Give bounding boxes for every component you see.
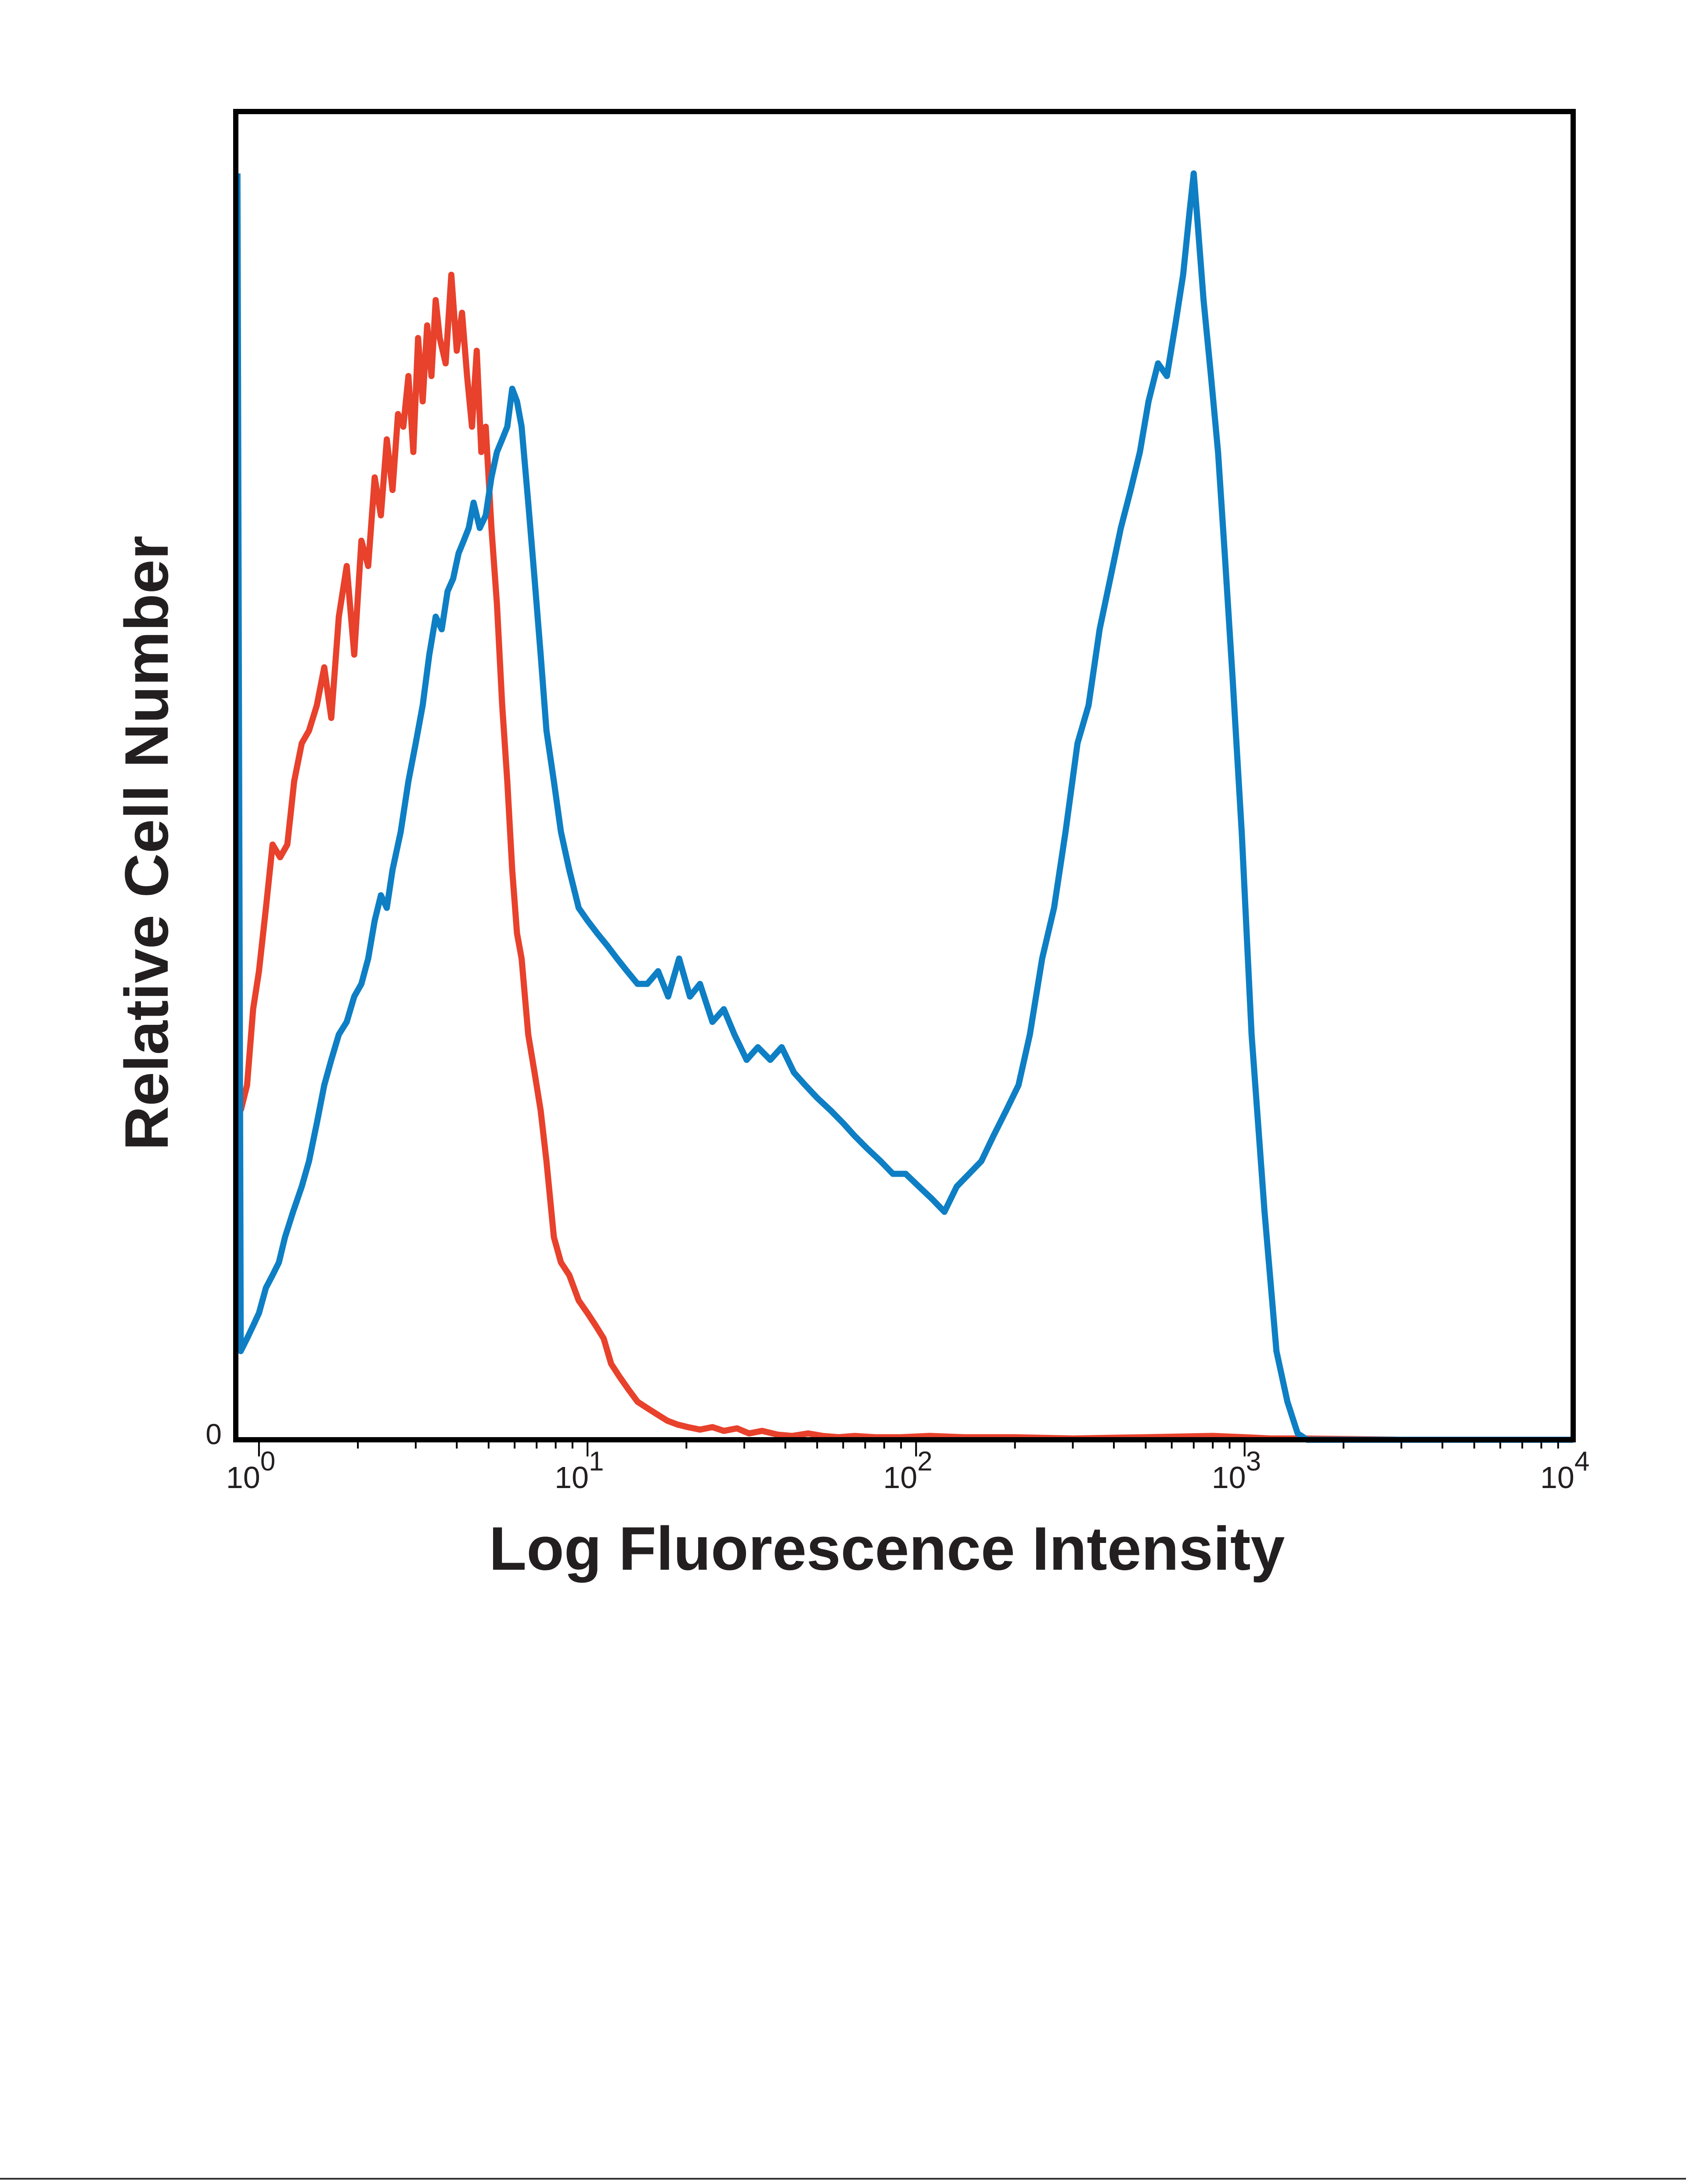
x-tick-label: 103 [1212,1446,1261,1495]
plot-frame [233,109,1576,1442]
series-line-red [238,271,1573,1443]
y-axis-title: Relative Cell Number [112,536,181,1150]
series-line-blue [236,170,1573,1443]
page-bottom-rule [0,2178,1686,2180]
y-tick-label: 0 [205,1418,222,1450]
x-tick-label: 101 [555,1446,604,1495]
x-tick-label: 100 [226,1446,275,1495]
x-axis-title: Log Fluorescence Intensity [489,1514,1285,1583]
x-tick-label: 104 [1540,1446,1589,1495]
x-tick-label: 102 [883,1446,932,1495]
